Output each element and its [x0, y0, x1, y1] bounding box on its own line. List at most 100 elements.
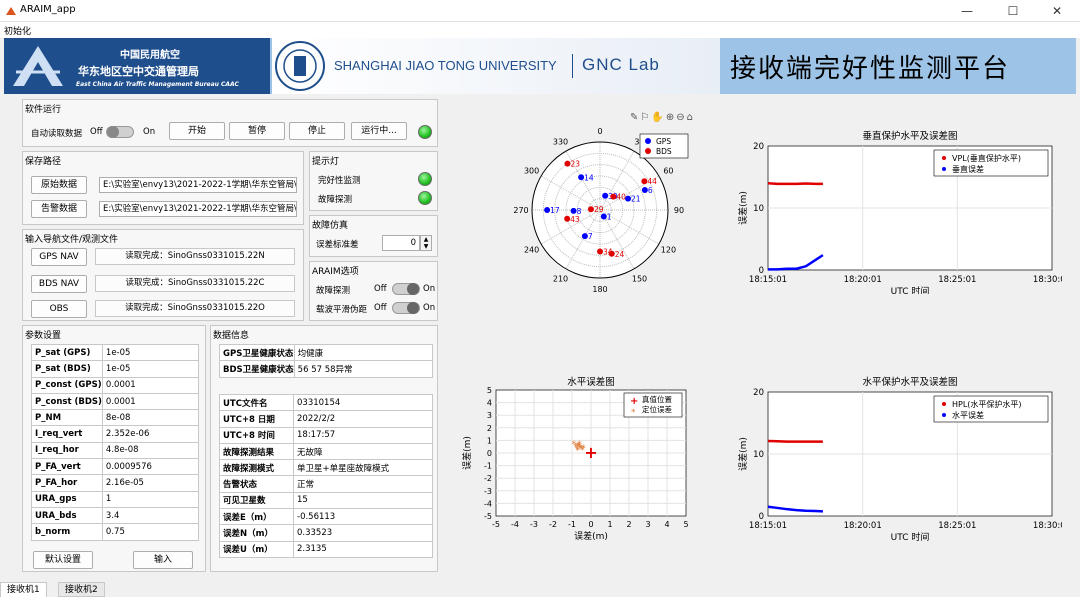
raw-data-button[interactable]: 原始数据 [31, 176, 87, 194]
table-row: 可见卫星数 15 [219, 491, 433, 510]
x-tick-label: 2 [626, 520, 631, 529]
obs-button[interactable]: OBS [31, 300, 87, 318]
gps-nav-button[interactable]: GPS NAV [31, 248, 87, 266]
legend-label: HPL(水平保护水平) [952, 399, 1022, 409]
run-status-lamp [418, 125, 432, 139]
x-tick-label: -3 [530, 520, 538, 529]
raw-data-path[interactable]: E:\实验室\envy13\2021-2022-1学期\华东空管局\c [99, 177, 297, 193]
satellite-prn: 1 [607, 213, 612, 222]
y-tick-label: 10 [753, 204, 764, 214]
skyplot-angle-label: 30 [634, 138, 644, 147]
satellite-point [564, 160, 571, 167]
tab-receiver-2[interactable]: 接收机2 [58, 582, 105, 597]
close-button[interactable]: ✕ [1051, 4, 1063, 18]
panel-title: 保存路径 [25, 157, 62, 167]
y-tick-label: -4 [484, 499, 492, 508]
maximize-button[interactable]: ☐ [1007, 4, 1019, 18]
row-value: 2.352e-06 [101, 425, 200, 443]
org-name-1: 中国民用航空 [120, 50, 180, 61]
satellite-point [564, 215, 571, 222]
row-key: I_req_vert [31, 425, 103, 443]
skyplot-spoke [599, 150, 635, 211]
pan-icon[interactable]: ✋ [651, 112, 666, 123]
x-tick-label: 18:15:01 [749, 275, 787, 285]
row-key: 可见卫星数 [219, 491, 294, 510]
legend-box [933, 395, 1049, 423]
org-name-2: 华东地区空中交通管理局 [78, 65, 199, 78]
satellite-point [641, 178, 648, 185]
row-key: BDS卫星健康状态 [219, 360, 295, 378]
legend-marker-error: * [631, 408, 636, 418]
input-button[interactable]: 输入 [133, 551, 193, 569]
row-value: 均健康 [293, 343, 434, 362]
row-value: 3.4 [101, 506, 200, 525]
fault-det-label: 故障探测 [316, 286, 351, 296]
bds-nav-button[interactable]: BDS NAV [31, 275, 87, 293]
panel-title: 故障仿真 [312, 221, 349, 231]
std-spinner[interactable]: ▲ ▼ [420, 235, 432, 251]
legend-marker [942, 413, 946, 417]
default-settings-button[interactable]: 默认设置 [33, 551, 93, 569]
satellite-prn: 7 [588, 232, 593, 241]
datatip-icon[interactable]: ⚐ [640, 112, 652, 123]
matlab-icon [6, 7, 16, 15]
row-value: 15 [293, 491, 433, 510]
legend-box [933, 149, 1049, 177]
satellite-point [602, 192, 609, 199]
zoom-in-icon[interactable]: ⊕ [665, 112, 677, 123]
x-tick-label: -4 [511, 520, 519, 529]
row-value: 56 57 58异常 [293, 360, 434, 378]
row-key: UTC+8 日期 [219, 410, 294, 428]
brush-icon[interactable]: ✎ [630, 112, 641, 123]
x-tick-label: 18:20:01 [844, 521, 882, 531]
skyplot-ring [588, 198, 612, 222]
health-table: GPS卫星健康状态 均健康 BDS卫星健康状态 56 57 58异常 [219, 343, 434, 378]
running-button[interactable]: 运行中... [351, 122, 407, 140]
row-value: 0.33523 [293, 524, 433, 542]
series-line [767, 439, 823, 443]
std-input[interactable]: 0 [382, 235, 420, 251]
skyplot-angle-label: 60 [663, 167, 673, 176]
satellite-prn: 43 [570, 215, 580, 224]
menu-init[interactable]: 初始化 [4, 27, 32, 37]
sjtu-logo-block: SHANGHAI JIAO TONG UNIVERSITY GNC Lab [272, 38, 720, 94]
satellite-point [581, 233, 588, 240]
table-row: UTC+8 日期 2022/2/2 [219, 410, 433, 428]
skyplot-angle-label: 120 [661, 246, 676, 255]
table-row: P_sat (GPS) 1e-05 [31, 343, 200, 362]
x-axis-label: 误差(m) [574, 530, 608, 542]
table-row: GPS卫星健康状态 均健康 [219, 343, 434, 362]
window-title: ARAIM_app [20, 4, 76, 15]
stop-button[interactable]: 停止 [289, 122, 345, 140]
minimize-button[interactable]: — [961, 4, 973, 18]
obs-status: 读取完成：SinoGnss0331015.22O [95, 300, 295, 317]
y-tick-label: 5 [487, 386, 492, 395]
fault-det-switch[interactable] [392, 283, 420, 295]
integrity-lamp [418, 172, 432, 186]
start-button[interactable]: 开始 [169, 122, 225, 140]
legend-label: BDS [656, 147, 672, 156]
auto-read-switch[interactable] [106, 126, 134, 138]
alarm-data-button[interactable]: 告警数据 [31, 200, 87, 218]
lab-name: GNC Lab [582, 55, 660, 74]
pause-button[interactable]: 暂停 [229, 122, 285, 140]
satellite-prn: 23 [570, 160, 580, 169]
table-row: I_req_vert 2.352e-06 [31, 425, 200, 443]
row-key: URA_gps [31, 490, 103, 508]
smooth-switch[interactable] [392, 302, 420, 314]
row-key: URA_bds [31, 506, 103, 525]
table-row: URA_gps 1 [31, 490, 200, 508]
home-icon[interactable]: ⌂ [686, 112, 695, 123]
truth-marker: + [584, 443, 597, 462]
x-tick-label: 4 [664, 520, 669, 529]
row-value: 正常 [293, 475, 433, 493]
row-key: 告警状态 [219, 475, 294, 493]
panel-title: 提示灯 [312, 157, 340, 167]
zoom-out-icon[interactable]: ⊖ [676, 112, 687, 123]
legend-marker [942, 156, 946, 160]
tab-receiver-1[interactable]: 接收机1 [0, 582, 47, 597]
alarm-data-path[interactable]: E:\实验室\envy13\2021-2022-1学期\华东空管局\e [99, 201, 297, 217]
table-row: P_FA_hor 2.16e-05 [31, 474, 200, 492]
position-error-point: * [579, 445, 584, 455]
